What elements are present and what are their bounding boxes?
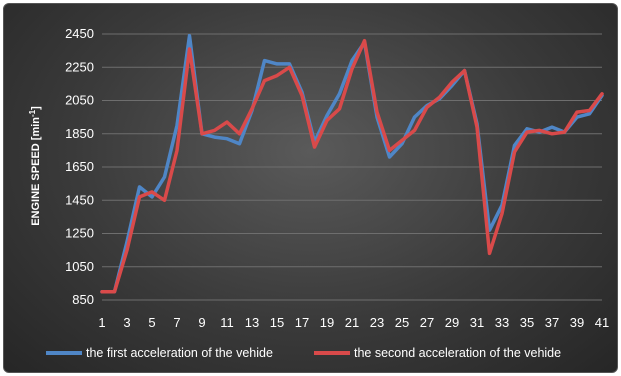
series-lines [100,33,604,294]
x-tick-label: 7 [173,315,180,330]
x-tick-label: 21 [345,315,359,330]
x-tick-label: 5 [148,315,155,330]
x-tick-label: 23 [370,315,384,330]
y-tick-label: 2450 [65,26,94,41]
y-tick-label: 1650 [65,159,94,174]
x-tick-label: 9 [198,315,205,330]
x-tick-label: 27 [420,315,434,330]
legend-label-series-2: the second acceleration of the vehide [354,346,561,360]
x-tick-label: 13 [245,315,259,330]
x-tick-label: 39 [570,315,584,330]
x-tick-label: 31 [470,315,484,330]
x-tick-label: 19 [320,315,334,330]
x-tick-label: 1 [98,315,105,330]
x-tick-label: 29 [445,315,459,330]
y-tick-label: 2250 [65,59,94,74]
x-axis-ticks: 1 3 5 7 9 11 13 15 17 19 21 23 25 27 29 31 33 35 37 39 41 [98,315,609,330]
legend-label-series-1: the first acceleration of the vehide [86,346,273,360]
x-tick-label: 3 [123,315,130,330]
y-tick-label: 2050 [65,93,94,108]
x-tick-label: 37 [545,315,559,330]
y-tick-label: 1250 [65,226,94,241]
x-tick-label: 25 [395,315,409,330]
x-tick-label: 41 [595,315,609,330]
y-axis-label: ENGINE SPEED [min-1] [28,106,43,226]
y-axis-ticks: 850 1050 1250 1450 1650 1850 2050 2250 2450 [65,26,94,307]
x-tick-label: 11 [220,315,234,330]
y-tick-label: 850 [72,292,94,307]
x-tick-label: 35 [520,315,534,330]
y-tick-label: 1450 [65,192,94,207]
x-tick-label: 15 [270,315,284,330]
series-line-2 [100,38,604,294]
series-line-1 [100,33,604,294]
legend: the first acceleration of the vehide the… [46,346,561,360]
x-tick-label: 33 [495,315,509,330]
y-tick-label: 1050 [65,259,94,274]
gridlines [102,33,602,301]
x-tick-label: 17 [295,315,309,330]
y-tick-label: 1850 [65,126,94,141]
